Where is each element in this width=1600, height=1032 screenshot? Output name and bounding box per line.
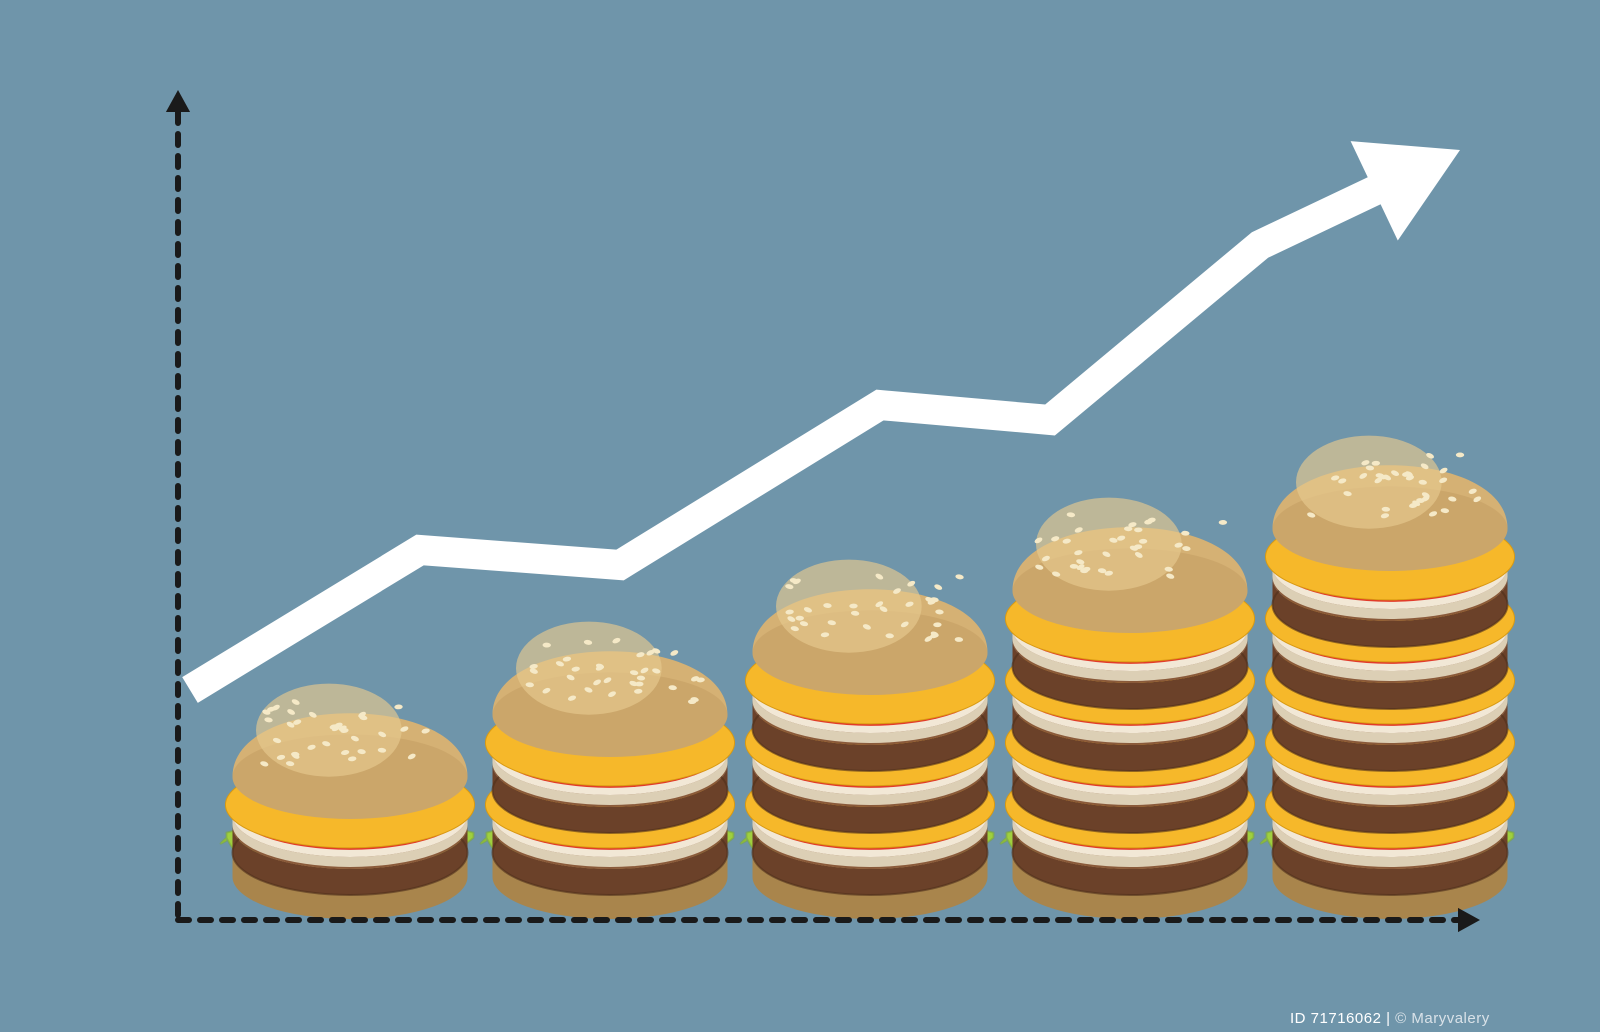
watermark-sep: | (1386, 1010, 1395, 1027)
burger-bar-5 (1261, 436, 1515, 919)
watermark-caption: ID 71716062 | © Maryvalery (1290, 1010, 1490, 1027)
burger-bar-3 (741, 560, 995, 919)
watermark-author: © Maryvalery (1395, 1010, 1490, 1027)
watermark-id: ID 71716062 (1290, 1010, 1381, 1027)
burger-bar-4 (1001, 498, 1255, 919)
